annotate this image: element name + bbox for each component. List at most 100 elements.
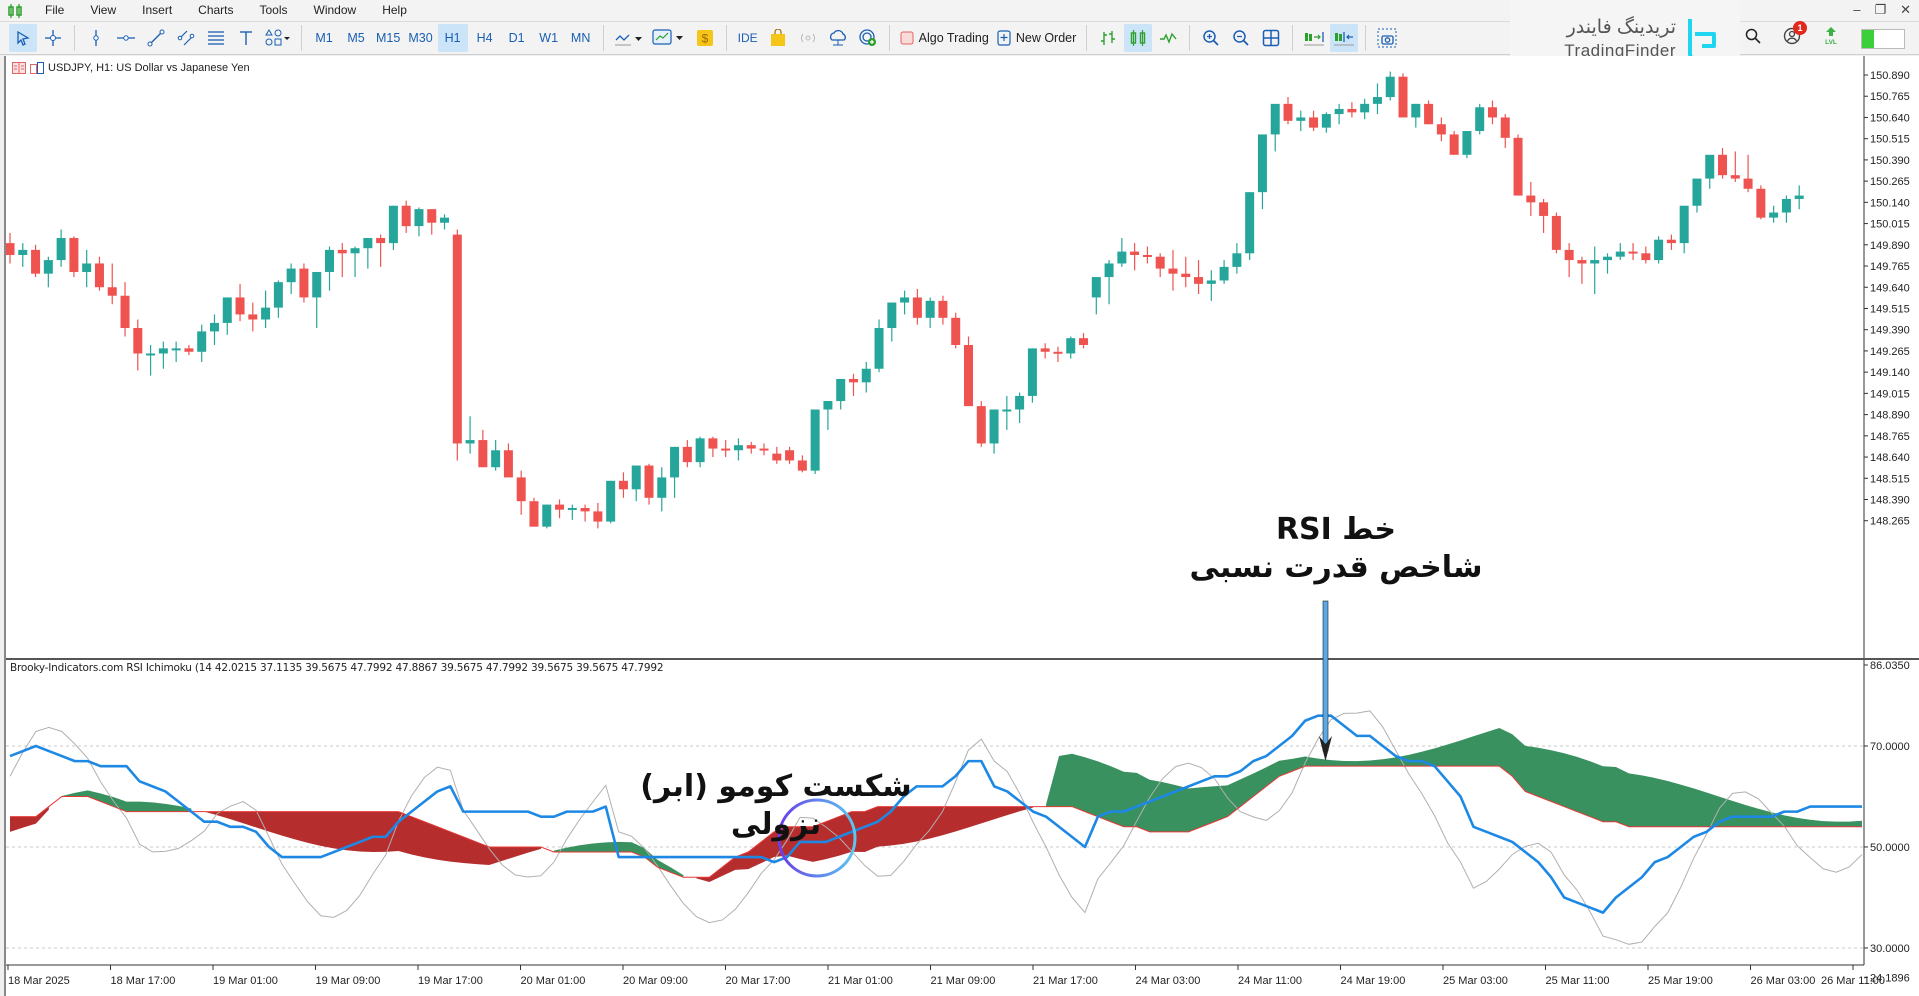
bearish-candle (1449, 134, 1459, 155)
timeframe-m15[interactable]: M15 (376, 31, 401, 45)
logo-text-en: TradingFinder (1564, 41, 1676, 60)
timeframe-mn[interactable]: MN (570, 31, 591, 45)
bearish-candle (337, 249, 347, 254)
cursor-tool-button[interactable] (9, 24, 37, 52)
market-button[interactable]: $ (691, 24, 719, 52)
zoom-out-button[interactable] (1227, 24, 1255, 52)
ide-button[interactable]: IDE (737, 31, 758, 45)
bullish-candle (363, 238, 373, 249)
text-tool-button[interactable] (232, 24, 260, 52)
shapes-button[interactable] (262, 24, 294, 52)
indicators-dropdown[interactable] (649, 24, 689, 52)
bullish-candle (82, 263, 92, 272)
timeframe-h1[interactable]: H1 (437, 24, 468, 52)
depth-of-market-icon (30, 62, 44, 74)
zoom-in-button[interactable] (1197, 24, 1225, 52)
line-chart-button[interactable] (1154, 24, 1182, 52)
bearish-candle (618, 480, 628, 490)
fibonacci-icon (208, 31, 224, 45)
fibonacci-button[interactable] (202, 24, 230, 52)
price-axis-label: 149.265 (1870, 346, 1910, 358)
autoscroll-button[interactable] (1300, 24, 1328, 52)
vps-button[interactable] (824, 24, 852, 52)
bearish-candle (1641, 253, 1651, 261)
screenshot-button[interactable] (1373, 24, 1401, 52)
bullish-candle (1679, 205, 1689, 244)
bearish-candle (1424, 103, 1434, 125)
vertical-line-button[interactable] (82, 24, 110, 52)
bullish-candle (567, 507, 577, 510)
time-axis-area (6, 966, 1919, 996)
signals-button[interactable] (794, 24, 822, 52)
indicators-icon (652, 29, 683, 45)
price-axis-label: 149.015 (1870, 388, 1910, 400)
algo-trading-button[interactable]: Algo Trading (897, 24, 992, 52)
kumo-break-highlight-circle (777, 798, 857, 878)
autoscroll-icon (1304, 32, 1325, 46)
minimize-button[interactable]: – (1853, 2, 1861, 17)
search-icon (1745, 28, 1761, 44)
menu-window[interactable]: Window (313, 3, 357, 17)
annotation-arrow-shaft (1322, 600, 1329, 752)
level-button[interactable]: LVL (1823, 26, 1839, 51)
chart-window[interactable]: USDJPY, H1: US Dollar vs Japanese Yen Br… (4, 56, 1919, 996)
chart-type-dropdown[interactable] (611, 24, 647, 52)
menu-charts[interactable]: Charts (198, 3, 234, 17)
chart-canvas[interactable]: 150.890 150.765 150.640 150.515 150.390 150.2… (6, 56, 1919, 996)
level-up-icon: LVL (1825, 27, 1837, 46)
notification-badge: 1 (1793, 21, 1807, 35)
bearish-candle (976, 406, 986, 444)
menu-file[interactable]: File (45, 3, 65, 17)
timeframe-m30[interactable]: M30 (408, 31, 433, 45)
bearish-candle (951, 317, 961, 345)
bearish-candle (248, 314, 258, 320)
restore-button[interactable]: ❐ (1874, 2, 1887, 17)
trendline-button[interactable] (142, 24, 170, 52)
search-button[interactable] (1745, 28, 1761, 49)
menu-help[interactable]: Help (382, 3, 407, 17)
bearish-candle (580, 507, 590, 512)
timeframe-d1[interactable]: D1 (508, 31, 525, 45)
bullish-candle (1475, 107, 1485, 132)
candlestick-button[interactable] (1124, 24, 1153, 52)
menu-view[interactable]: View (90, 3, 117, 17)
toolbar-separator (725, 25, 727, 51)
crosshair-tool-button[interactable] (39, 24, 67, 52)
trendline-icon (147, 29, 165, 47)
indicator-label: Brooky-Indicators.com RSI Ichimoku (14 4… (10, 662, 664, 674)
bearish-candle (1040, 348, 1050, 352)
bullish-candle (1692, 178, 1702, 206)
account-button[interactable]: 1 (1783, 21, 1807, 50)
channel-button[interactable] (172, 24, 200, 52)
new-order-button[interactable]: New Order (994, 24, 1079, 52)
bullish-candle (1705, 154, 1715, 179)
bar-chart-icon (1101, 31, 1116, 45)
bearish-candle (6, 243, 15, 255)
timeframe-h4[interactable]: H4 (476, 31, 493, 45)
chart-shift-button[interactable] (1330, 24, 1359, 52)
bar-chart-button[interactable] (1094, 24, 1122, 52)
bullish-candle (1385, 76, 1395, 98)
time-axis-label: 26 Mar 11:00 (1821, 975, 1885, 987)
mql5-button[interactable] (854, 24, 882, 52)
shopping-bag-icon (770, 29, 785, 46)
timeframe-w1[interactable]: W1 (539, 31, 559, 45)
time-axis-label: 19 Mar 17:00 (418, 975, 483, 987)
horizontal-line-button[interactable] (112, 24, 140, 52)
close-button[interactable]: ✕ (1900, 2, 1911, 17)
tile-windows-button[interactable] (1257, 24, 1285, 52)
bullish-candle (874, 328, 884, 369)
svg-text:LVL: LVL (1825, 39, 1837, 46)
bullish-candle (887, 302, 897, 329)
price-axis-label: 149.640 (1870, 282, 1910, 294)
bearish-candle (1436, 124, 1446, 135)
timeframe-m1[interactable]: M1 (315, 31, 333, 45)
menu-insert[interactable]: Insert (142, 3, 173, 17)
bullish-candle (350, 248, 360, 254)
price-axis-label: 150.890 (1870, 70, 1910, 82)
market-bag-button[interactable] (764, 24, 792, 52)
bearish-candle (593, 511, 603, 522)
menu-tools[interactable]: Tools (259, 3, 288, 17)
timeframe-m5[interactable]: M5 (347, 31, 365, 45)
bullish-candle (1334, 108, 1344, 115)
